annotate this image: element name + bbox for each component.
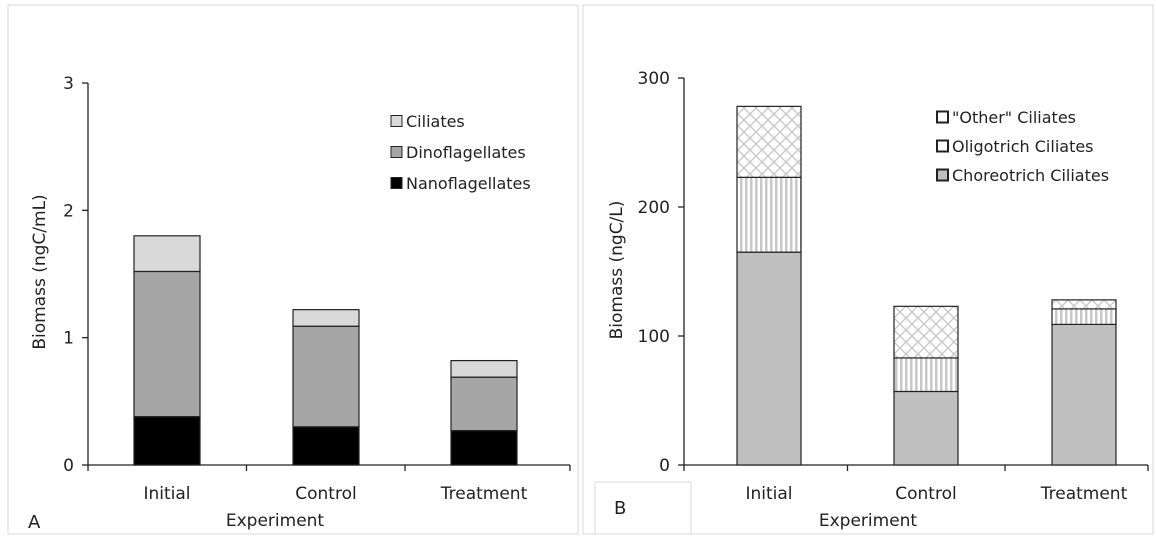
legend-label: Dinoflagellates [406, 143, 526, 162]
legend: Ciliates Dinoflagellates Nanoflagellates [390, 112, 531, 193]
bar-segment [450, 376, 518, 432]
bar-segment [292, 325, 360, 428]
bar-segment [736, 251, 802, 466]
plot-area: 0 100 200 300 Initial Control Treatment [638, 69, 1149, 504]
y-tick-label: 200 [638, 198, 670, 218]
bar-segment [292, 426, 360, 466]
bar-segment [1051, 308, 1117, 325]
x-tick-label: Initial [745, 484, 792, 504]
legend-label: Ciliates [406, 112, 465, 131]
x-tick-label: Initial [143, 484, 190, 504]
bar-segment [133, 416, 201, 466]
x-axis-label: Experiment [819, 511, 918, 531]
y-tick-label: 3 [63, 74, 74, 94]
legend-swatch [390, 177, 403, 189]
y-tick-label: 0 [659, 456, 670, 476]
bar-segment [133, 270, 201, 418]
bar-segment [450, 359, 518, 378]
panel-label-box [594, 481, 692, 535]
bar-segment [893, 357, 959, 393]
legend-label: "Other" Ciliates [952, 108, 1076, 127]
legend-swatch [936, 110, 949, 124]
chart-panel-b: Biomass (ngC/L) Experiment B 0 100 200 300 I… [582, 4, 1154, 535]
bar-segment [450, 430, 518, 466]
legend-swatch [936, 139, 949, 153]
x-tick-label: Treatment [440, 484, 528, 504]
x-tick-label: Treatment [1040, 484, 1128, 504]
bar-segment [736, 176, 802, 253]
legend-label: Nanoflagellates [406, 174, 531, 193]
y-tick-label: 100 [638, 327, 670, 347]
bar-segment [1051, 323, 1117, 466]
bar-segment [893, 305, 959, 359]
y-axis-label: Biomass (ngC/mL) [30, 194, 50, 349]
plot-area: 0 1 2 3 Initial Control Treatment [63, 74, 571, 504]
bar-segment [133, 235, 201, 273]
legend-label: Oligotrich Ciliates [952, 137, 1094, 156]
x-axis-label: Experiment [226, 511, 325, 531]
bar-segment [893, 390, 959, 466]
x-tick-label: Control [895, 484, 956, 504]
panel-label: B [614, 498, 626, 519]
legend-label: Choreotrich Ciliates [952, 166, 1109, 185]
y-tick-label: 300 [638, 69, 670, 89]
bar-segment [292, 309, 360, 327]
y-tick-label: 0 [63, 456, 74, 476]
chart-panel-a: Biomass (ngC/mL) Experiment A 0 1 2 3 Initia… [7, 4, 579, 535]
legend-swatch [390, 146, 403, 158]
legend-swatch [936, 168, 949, 182]
y-tick-label: 1 [63, 329, 74, 349]
x-tick-label: Control [295, 484, 356, 504]
bar-segment [1051, 299, 1117, 310]
bar-segment [736, 105, 802, 178]
legend: "Other" Ciliates Oligotrich Ciliates Chore… [936, 108, 1109, 185]
panel-label: A [28, 512, 41, 533]
legend-swatch [390, 115, 403, 127]
y-axis-label: Biomass (ngC/L) [607, 201, 627, 340]
y-tick-label: 2 [63, 201, 74, 221]
